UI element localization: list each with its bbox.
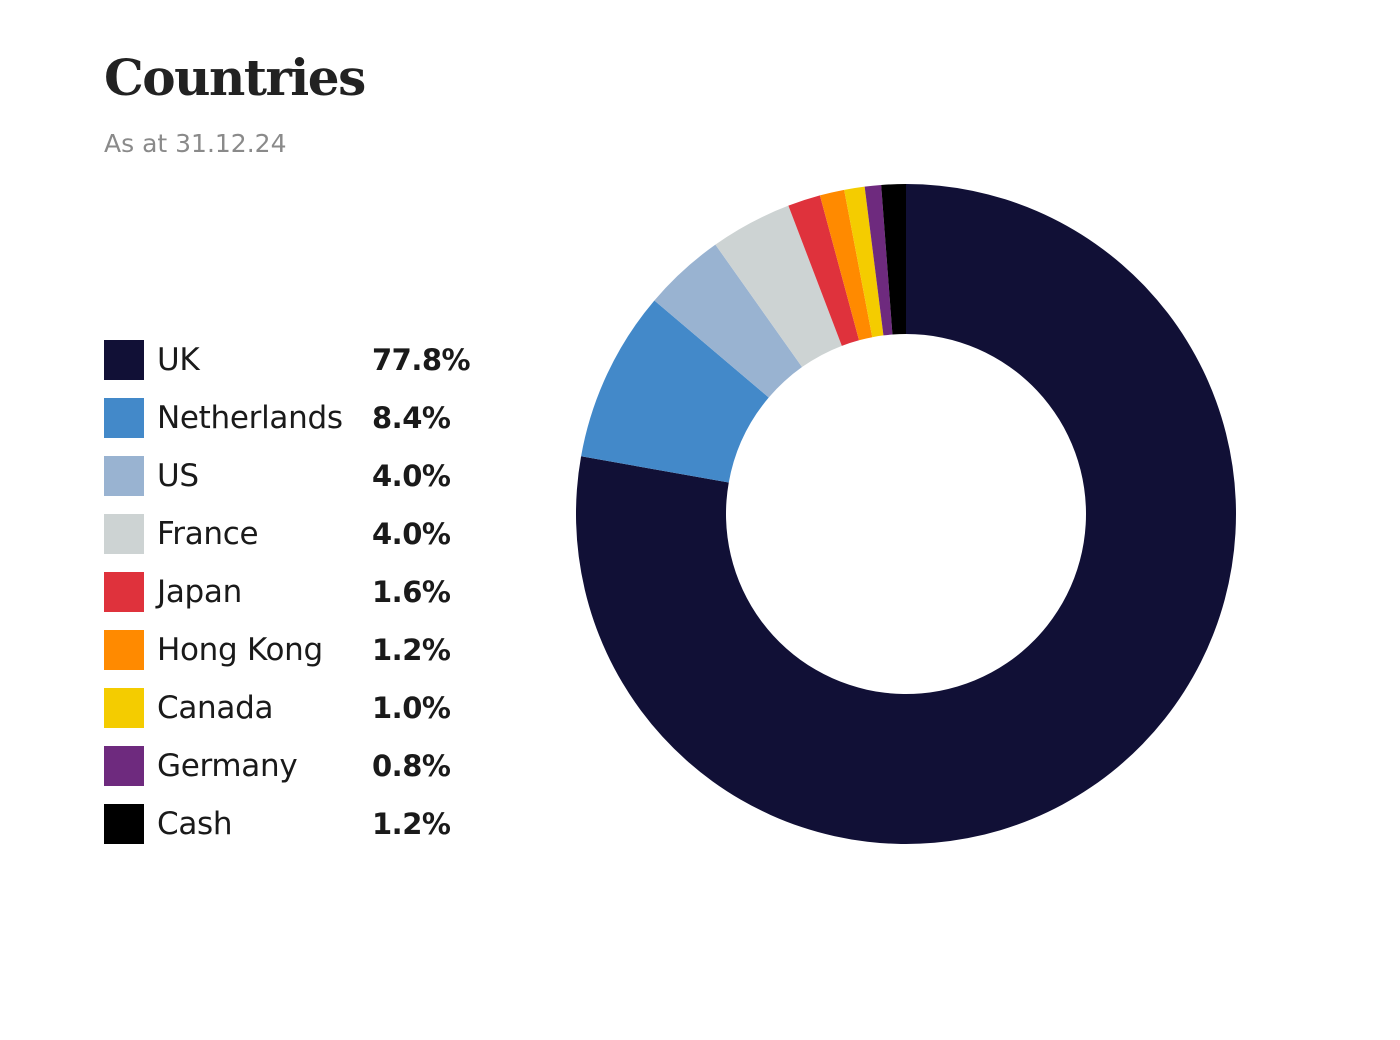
- legend-item-cash: Cash 1.2%: [104, 804, 524, 862]
- donut-slice-canada: [844, 186, 884, 338]
- donut-slice-us: [654, 244, 803, 398]
- legend-item-canada: Canada 1.0%: [104, 688, 524, 746]
- legend-label-uk: UK: [157, 342, 200, 378]
- legend-item-us: US 4.0%: [104, 456, 524, 514]
- legend-value-japan: 1.6%: [372, 575, 451, 609]
- chart-legend: UK 77.8% Netherlands 8.4% US 4.0% France…: [104, 340, 524, 862]
- legend-label-germany: Germany: [157, 748, 298, 784]
- donut-slice-uk: [576, 184, 1236, 844]
- legend-value-hong-kong: 1.2%: [372, 633, 451, 667]
- legend-swatch-us: [104, 456, 144, 496]
- legend-value-france: 4.0%: [372, 517, 451, 551]
- legend-item-uk: UK 77.8%: [104, 340, 524, 398]
- donut-slice-germany: [864, 184, 893, 336]
- legend-value-netherlands: 8.4%: [372, 401, 451, 435]
- chart-subtitle: As at 31.12.24: [104, 129, 287, 158]
- legend-label-france: France: [157, 516, 259, 552]
- legend-item-germany: Germany 0.8%: [104, 746, 524, 804]
- legend-label-cash: Cash: [157, 806, 233, 842]
- legend-swatch-germany: [104, 746, 144, 786]
- legend-value-cash: 1.2%: [372, 807, 451, 841]
- legend-item-japan: Japan 1.6%: [104, 572, 524, 630]
- legend-swatch-canada: [104, 688, 144, 728]
- legend-item-netherlands: Netherlands 8.4%: [104, 398, 524, 456]
- legend-swatch-netherlands: [104, 398, 144, 438]
- legend-swatch-hong-kong: [104, 630, 144, 670]
- donut-chart: [576, 184, 1236, 844]
- legend-label-hong-kong: Hong Kong: [157, 632, 323, 668]
- donut-slice-netherlands: [581, 300, 769, 483]
- legend-swatch-cash: [104, 804, 144, 844]
- legend-item-france: France 4.0%: [104, 514, 524, 572]
- chart-title: Countries: [104, 48, 366, 107]
- donut-slice-cash: [881, 184, 906, 335]
- donut-slice-hong-kong: [819, 189, 873, 341]
- legend-swatch-japan: [104, 572, 144, 612]
- donut-slice-japan: [788, 195, 860, 346]
- legend-value-us: 4.0%: [372, 459, 451, 493]
- legend-swatch-uk: [104, 340, 144, 380]
- legend-value-uk: 77.8%: [372, 343, 471, 377]
- legend-label-canada: Canada: [157, 690, 274, 726]
- legend-label-japan: Japan: [157, 574, 242, 610]
- donut-slice-france: [715, 205, 842, 368]
- legend-label-us: US: [157, 458, 199, 494]
- legend-item-hong-kong: Hong Kong 1.2%: [104, 630, 524, 688]
- legend-label-netherlands: Netherlands: [157, 400, 343, 436]
- legend-value-canada: 1.0%: [372, 691, 451, 725]
- legend-swatch-france: [104, 514, 144, 554]
- legend-value-germany: 0.8%: [372, 749, 451, 783]
